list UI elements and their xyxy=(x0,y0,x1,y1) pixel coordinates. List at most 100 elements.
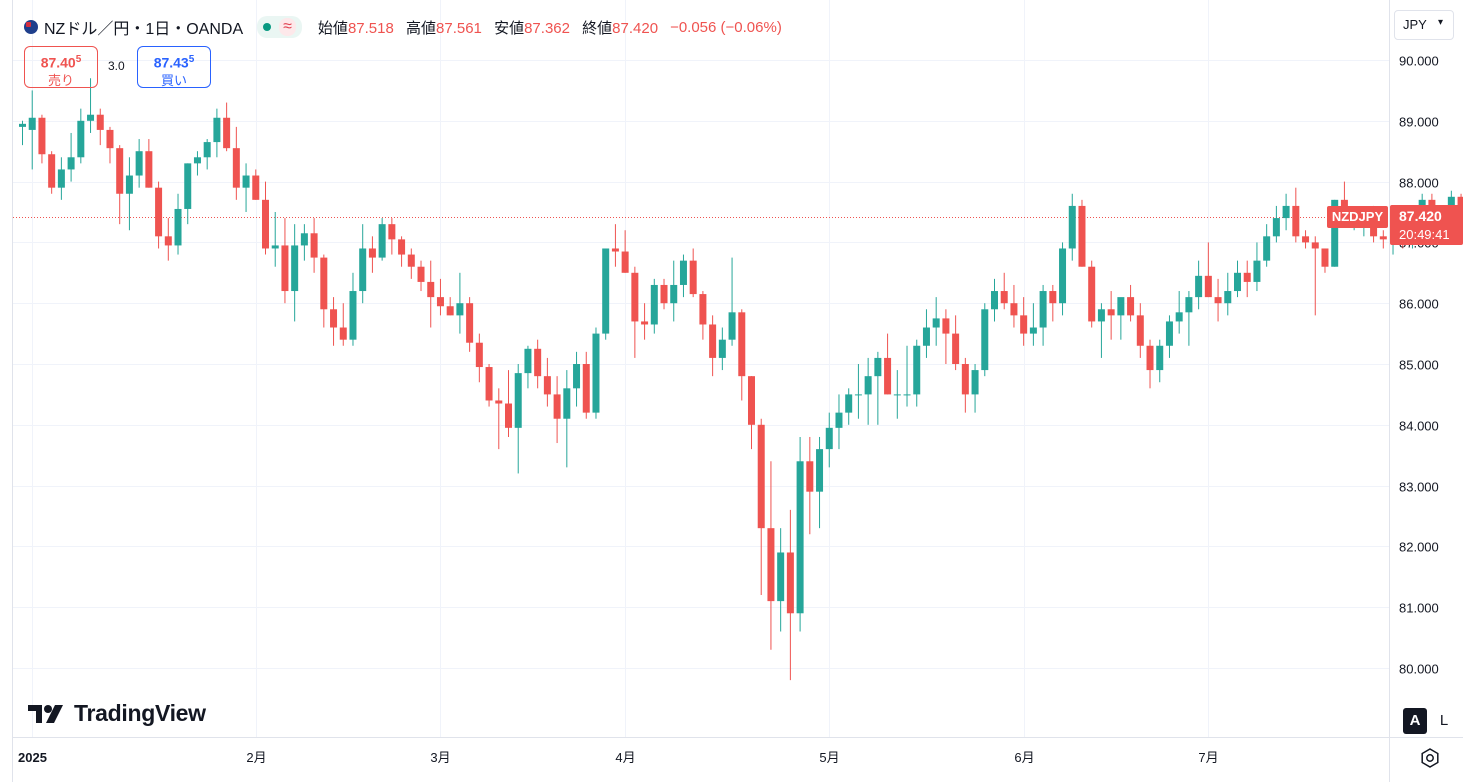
candle-body xyxy=(631,272,639,322)
candle-body xyxy=(262,199,269,249)
nz-flag-icon xyxy=(24,20,38,34)
buy-button[interactable]: 87.435 買い xyxy=(137,46,211,88)
y-tick-label: 85.000 xyxy=(1399,358,1439,373)
candle-body xyxy=(942,318,950,334)
candle-body xyxy=(884,357,892,395)
candle-body xyxy=(689,260,697,295)
candle xyxy=(942,309,950,364)
candle xyxy=(641,303,649,340)
candle-body xyxy=(87,114,95,121)
candle-body xyxy=(96,114,104,130)
candle xyxy=(738,309,746,401)
candle-body xyxy=(174,208,182,246)
candle xyxy=(893,370,901,419)
candle-body xyxy=(1292,205,1300,237)
candle xyxy=(864,357,872,425)
log-scale-button[interactable]: L xyxy=(1439,712,1449,729)
candle-body xyxy=(193,157,201,164)
candle xyxy=(748,376,755,450)
candle-body xyxy=(1224,291,1232,304)
candle xyxy=(1117,297,1125,340)
candle xyxy=(689,248,697,298)
candle xyxy=(757,418,765,596)
candle xyxy=(96,108,104,146)
settings-gear-icon[interactable] xyxy=(1419,747,1441,769)
candle xyxy=(77,108,85,164)
candle-body xyxy=(495,400,503,404)
candle xyxy=(699,291,707,340)
sell-price: 87.40 xyxy=(40,54,76,71)
brand-name: TradingView xyxy=(74,700,206,726)
candle-body xyxy=(641,321,649,325)
candle xyxy=(262,181,269,255)
candle xyxy=(524,345,532,389)
candle-body xyxy=(786,552,794,614)
candle-body xyxy=(1272,218,1280,237)
candle xyxy=(845,388,853,425)
close-label: 終値 xyxy=(582,19,613,37)
buy-pip: 5 xyxy=(188,54,195,65)
candle xyxy=(1243,260,1251,298)
tradingview-logo[interactable]: TradingView xyxy=(28,700,206,727)
currency-dropdown[interactable]: JPY ▾ xyxy=(1394,10,1454,40)
low-label: 安値 xyxy=(494,19,525,37)
candle xyxy=(816,436,824,529)
candle xyxy=(1263,224,1271,267)
candle-body xyxy=(864,376,872,395)
candle xyxy=(631,266,639,358)
y-tick-label: 88.000 xyxy=(1399,176,1439,191)
candle-body xyxy=(475,342,483,368)
candle xyxy=(106,126,114,164)
candle-body xyxy=(77,120,85,158)
candle xyxy=(125,157,133,231)
candle-body xyxy=(738,312,746,377)
candle xyxy=(1107,291,1115,340)
candle xyxy=(922,309,930,358)
candle-body xyxy=(57,169,65,188)
candle-body xyxy=(291,245,299,292)
symbol-price-tag: NZDJPY xyxy=(1327,206,1388,228)
candle-body xyxy=(19,123,26,127)
candle-body xyxy=(816,449,824,492)
market-status[interactable]: ≈ xyxy=(257,16,302,38)
candle-body xyxy=(903,394,911,396)
candlestick-chart[interactable]: 90.00089.00088.00087.00086.00085.00084.0… xyxy=(13,0,1463,782)
candle-body xyxy=(524,348,532,374)
candle-body xyxy=(1302,236,1310,243)
time-axis: 2025 2月 3月 4月 5月 6月 7月 xyxy=(13,737,1463,765)
y-tick-label: 86.000 xyxy=(1399,297,1439,312)
candle-body xyxy=(223,117,231,149)
candle-body xyxy=(679,260,687,285)
sell-button[interactable]: 87.405 売り xyxy=(24,46,98,88)
candle xyxy=(582,351,590,419)
candle-body xyxy=(534,348,542,377)
symbol-title[interactable]: NZドル／円・1日・OANDA xyxy=(44,21,244,38)
candle xyxy=(213,108,221,158)
x-tick-label: 5月 xyxy=(819,750,839,765)
auto-scale-button[interactable]: A xyxy=(1403,708,1427,734)
candle-body xyxy=(1000,291,1008,304)
candle xyxy=(427,260,435,328)
candle xyxy=(1204,242,1212,298)
ohlc-readout: 始値87.518 高値87.561 安値87.362 終値87.420 xyxy=(318,17,666,38)
candle-body xyxy=(1010,303,1018,316)
candle xyxy=(514,364,522,474)
candle-body xyxy=(650,284,658,325)
candle-body xyxy=(582,364,590,413)
candle xyxy=(485,364,493,407)
candle-body xyxy=(670,284,678,304)
candle-body xyxy=(563,388,571,419)
candle-body xyxy=(135,151,143,176)
candle xyxy=(786,509,794,681)
candle xyxy=(874,351,882,425)
candle-body xyxy=(913,345,921,395)
candle-body xyxy=(378,224,386,258)
candle xyxy=(339,303,347,346)
candle-body xyxy=(436,297,444,307)
candle-body xyxy=(48,154,56,188)
market-open-dot-icon xyxy=(263,23,272,31)
candle-body xyxy=(164,236,172,246)
candle xyxy=(563,370,571,468)
candle-body xyxy=(242,175,250,188)
candle-body xyxy=(1049,291,1057,304)
